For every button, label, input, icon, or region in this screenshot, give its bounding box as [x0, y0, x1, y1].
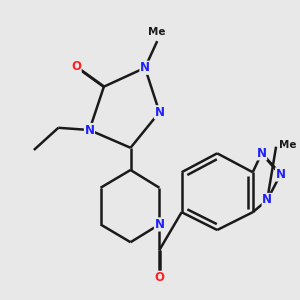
Text: N: N — [84, 124, 94, 136]
Text: N: N — [262, 194, 272, 206]
Text: N: N — [154, 106, 164, 119]
Text: N: N — [256, 147, 267, 160]
Text: O: O — [154, 271, 164, 284]
Text: O: O — [71, 60, 81, 73]
Text: Me: Me — [279, 140, 296, 150]
Text: N: N — [275, 168, 286, 181]
Text: N: N — [154, 218, 164, 231]
Text: Me: Me — [148, 27, 166, 37]
Text: N: N — [140, 61, 150, 74]
